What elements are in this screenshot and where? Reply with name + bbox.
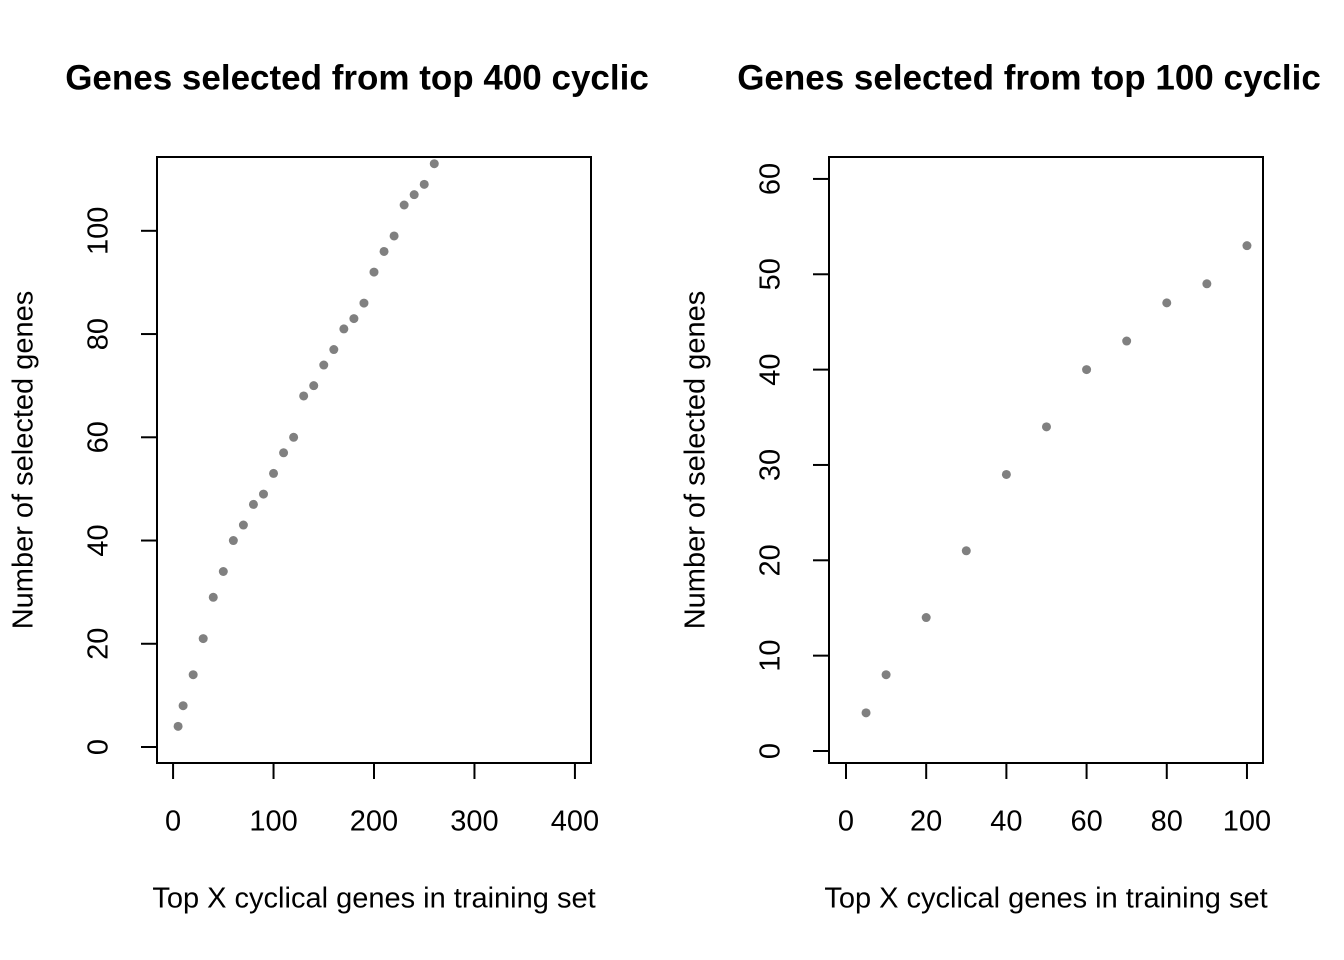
x-tick-label: 300 <box>450 806 498 838</box>
point <box>178 701 188 711</box>
point <box>881 670 891 680</box>
point <box>369 267 379 277</box>
point <box>1041 422 1051 432</box>
x-tick-label: 0 <box>165 806 181 838</box>
point <box>961 546 971 556</box>
point <box>1122 336 1132 346</box>
y-tick-label: 80 <box>83 318 115 350</box>
y-axis-label: Number of selected genes <box>8 291 40 630</box>
point <box>1242 241 1252 251</box>
y-tick-label: 0 <box>755 743 787 759</box>
point <box>309 381 319 391</box>
y-tick-label: 60 <box>755 163 787 195</box>
x-axis-label: Top X cyclical genes in training set <box>824 883 1267 915</box>
y-tick-label: 100 <box>83 207 115 255</box>
point <box>1202 279 1212 289</box>
point <box>339 324 349 334</box>
point <box>1162 298 1172 308</box>
x-axis-label: Top X cyclical genes in training set <box>152 883 595 915</box>
y-axis-label: Number of selected genes <box>680 291 712 630</box>
point <box>429 159 439 169</box>
x-tick-label: 400 <box>551 806 599 838</box>
plot-box <box>828 156 1264 764</box>
x-tick-label: 0 <box>838 806 854 838</box>
point <box>921 613 931 623</box>
point <box>269 468 279 478</box>
y-tick-label: 60 <box>83 421 115 453</box>
point <box>208 592 218 602</box>
point <box>329 345 339 355</box>
point <box>238 520 248 530</box>
point <box>419 179 429 189</box>
point <box>379 246 389 256</box>
point <box>349 314 359 324</box>
y-tick-label: 10 <box>755 640 787 672</box>
point <box>173 721 183 731</box>
y-tick-label: 20 <box>83 628 115 660</box>
chart-title: Genes selected from top 100 cyclic <box>737 58 1321 97</box>
y-tick-label: 0 <box>83 739 115 755</box>
y-tick-label: 30 <box>755 449 787 481</box>
point <box>289 432 299 442</box>
point <box>399 200 409 210</box>
point <box>319 360 329 370</box>
x-tick-label: 100 <box>1223 806 1271 838</box>
point <box>1082 365 1092 375</box>
x-tick-label: 60 <box>1070 806 1102 838</box>
x-tick-label: 100 <box>249 806 297 838</box>
point <box>299 391 309 401</box>
point <box>248 499 258 509</box>
x-tick-label: 200 <box>350 806 398 838</box>
plot-box <box>156 156 592 764</box>
point <box>409 190 419 200</box>
point <box>279 448 289 458</box>
point <box>861 708 871 718</box>
point <box>1001 469 1011 479</box>
point <box>359 298 369 308</box>
point <box>228 536 238 546</box>
x-tick-label: 40 <box>990 806 1022 838</box>
point <box>218 566 228 576</box>
point <box>188 670 198 680</box>
chart-title: Genes selected from top 400 cyclic <box>65 58 649 97</box>
x-tick-label: 20 <box>910 806 942 838</box>
y-tick-label: 40 <box>755 353 787 385</box>
point <box>198 634 208 644</box>
y-tick-label: 50 <box>755 258 787 290</box>
y-tick-label: 20 <box>755 544 787 576</box>
y-tick-label: 40 <box>83 524 115 556</box>
point <box>389 231 399 241</box>
point <box>258 489 268 499</box>
x-tick-label: 80 <box>1151 806 1183 838</box>
